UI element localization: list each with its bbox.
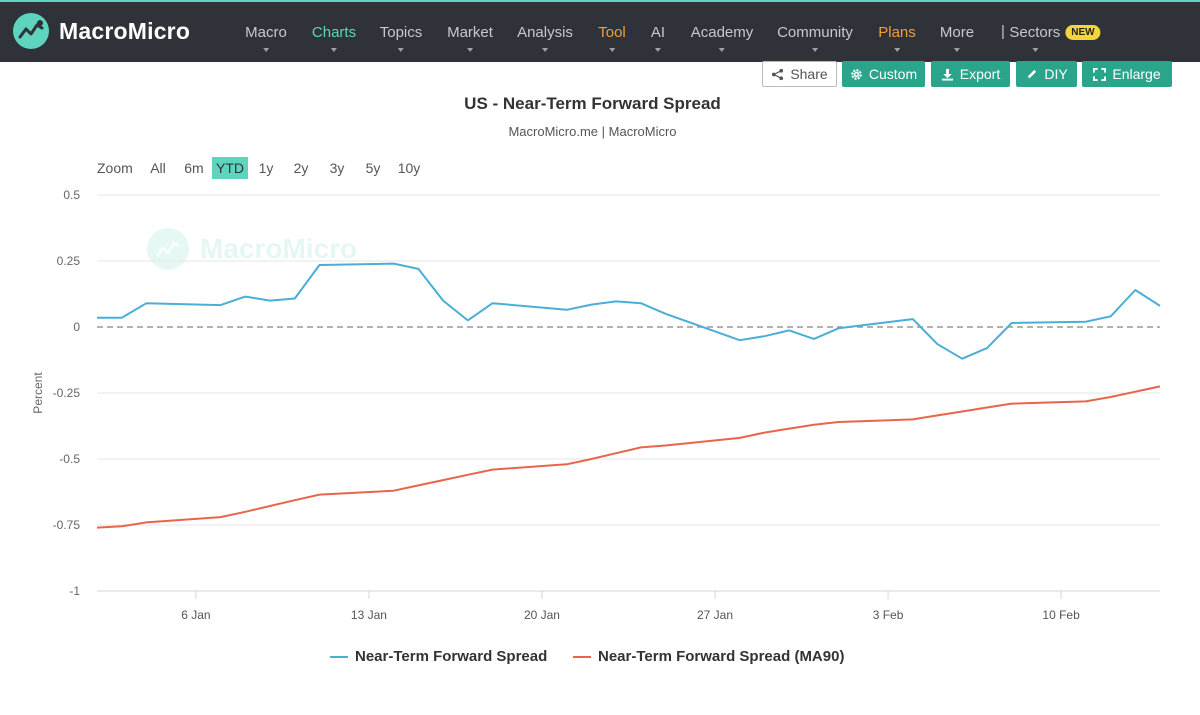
- enlarge-button[interactable]: Enlarge: [1082, 61, 1172, 87]
- export-button[interactable]: Export: [931, 61, 1010, 87]
- chart-subtitle: MacroMicro.me | MacroMicro: [508, 124, 677, 139]
- nav-item-label: Plans: [878, 24, 916, 41]
- nav-item-tool[interactable]: Tool: [598, 24, 626, 52]
- brand-logo[interactable]: MacroMicro: [12, 12, 190, 50]
- y-axis-label: Percent: [31, 372, 45, 414]
- nav-item-sectors-label: Sectors: [1009, 24, 1061, 41]
- x-tick-label: 3 Feb: [873, 608, 904, 622]
- chevron-down-icon: [719, 48, 725, 52]
- zoom-option-2y[interactable]: 2y: [293, 160, 309, 176]
- nav-separator: |: [1001, 23, 1005, 40]
- legend-item-2[interactable]: Near-Term Forward Spread (MA90): [573, 648, 844, 665]
- logo-icon: [13, 13, 49, 49]
- nav-item-community[interactable]: Community: [777, 24, 853, 52]
- chevron-down-icon: [1031, 48, 1038, 52]
- zoom-option-5y[interactable]: 5y: [365, 160, 381, 176]
- nav-item-market[interactable]: Market: [447, 24, 493, 52]
- share-icon: [772, 68, 784, 80]
- x-tick-label: 6 Jan: [181, 608, 210, 622]
- enlarge-label: Enlarge: [1112, 66, 1161, 82]
- nav-item-label: Tool: [598, 24, 626, 41]
- chart-title: US - Near-Term Forward Spread: [464, 94, 721, 113]
- nav-item-ai[interactable]: AI: [650, 24, 666, 52]
- chevron-down-icon: [398, 48, 404, 52]
- watermark-text: MacroMicro: [200, 233, 357, 264]
- nav-item-label: Charts: [311, 24, 357, 41]
- zoom-option-3y[interactable]: 3y: [329, 160, 345, 176]
- nav-item-topics[interactable]: Topics: [379, 24, 423, 52]
- x-tick-label: 20 Jan: [524, 608, 560, 622]
- zoom-option-ytd[interactable]: YTD: [212, 157, 248, 179]
- x-tick-label: 13 Jan: [351, 608, 387, 622]
- zoom-option-6m[interactable]: 6m: [184, 160, 204, 176]
- gear-icon: [851, 68, 862, 80]
- nav-item-more[interactable]: More: [939, 24, 975, 52]
- series-line-2[interactable]: [96, 385, 1161, 529]
- legend-label: Near-Term Forward Spread (MA90): [598, 648, 845, 665]
- y-tick-label: -0.75: [53, 518, 81, 532]
- chevron-down-icon: [467, 48, 473, 52]
- nav-item-plans[interactable]: Plans: [878, 24, 916, 52]
- share-label: Share: [790, 66, 828, 82]
- watermark: MacroMicro: [147, 228, 357, 270]
- diy-label: DIY: [1044, 66, 1068, 82]
- nav-item-label: Analysis: [517, 24, 573, 41]
- new-badge: NEW: [1065, 25, 1101, 40]
- nav-item-label: Market: [447, 24, 493, 41]
- nav-item-label: Macro: [245, 24, 287, 41]
- diy-button[interactable]: DIY: [1016, 61, 1077, 87]
- share-button[interactable]: Share: [762, 61, 837, 87]
- export-label: Export: [959, 66, 1001, 82]
- nav-item-label: AI: [650, 24, 666, 41]
- nav-item-sectors[interactable]: Sectors NEW: [1009, 24, 1101, 52]
- custom-label: Custom: [868, 66, 918, 82]
- chevron-down-icon: [331, 48, 337, 52]
- zoom-label: Zoom: [97, 160, 133, 176]
- brand-name: MacroMicro: [59, 17, 191, 44]
- expand-icon: [1093, 67, 1107, 81]
- pencil-icon: [1027, 69, 1037, 79]
- legend-label: Near-Term Forward Spread: [355, 648, 548, 665]
- nav-item-analysis[interactable]: Analysis: [517, 24, 573, 52]
- nav-item-macro[interactable]: Macro: [245, 24, 287, 52]
- chevron-down-icon: [541, 48, 548, 52]
- nav-item-label: More: [939, 24, 975, 41]
- zoom-option-10y[interactable]: 10y: [397, 160, 421, 176]
- chevron-down-icon: [811, 48, 818, 52]
- y-tick-label: -0.25: [53, 386, 81, 400]
- chevron-down-icon: [894, 48, 900, 52]
- x-tick-label: 10 Feb: [1042, 608, 1080, 622]
- legend-swatch: [330, 655, 348, 658]
- chevron-down-icon: [655, 48, 661, 52]
- nav-item-academy[interactable]: Academy: [690, 24, 754, 52]
- chevron-down-icon: [609, 48, 615, 52]
- nav-item-label: Topics: [379, 24, 423, 41]
- zoom-option-1y[interactable]: 1y: [258, 160, 274, 176]
- download-icon: [941, 68, 953, 81]
- x-tick-label: 27 Jan: [697, 608, 733, 622]
- y-tick-label: 0.25: [57, 254, 81, 268]
- legend-item-1[interactable]: Near-Term Forward Spread: [330, 648, 547, 665]
- nav-item-label: Academy: [690, 24, 754, 41]
- y-tick-label: 0.5: [63, 188, 80, 202]
- legend-swatch: [573, 655, 591, 658]
- series-line-1[interactable]: [97, 262, 1161, 360]
- chevron-down-icon: [954, 48, 960, 52]
- zoom-option-all[interactable]: All: [150, 160, 166, 176]
- y-tick-label: -0.5: [59, 452, 80, 466]
- y-tick-label: 0: [73, 320, 80, 334]
- custom-button[interactable]: Custom: [842, 61, 925, 87]
- nav-item-label: Community: [777, 24, 853, 41]
- chevron-down-icon: [263, 48, 269, 52]
- nav-item-charts[interactable]: Charts: [311, 24, 357, 52]
- top-navbar: MacroMicro Macro Charts Topics Market Analys…: [0, 0, 1200, 62]
- y-tick-label: -1: [69, 584, 80, 598]
